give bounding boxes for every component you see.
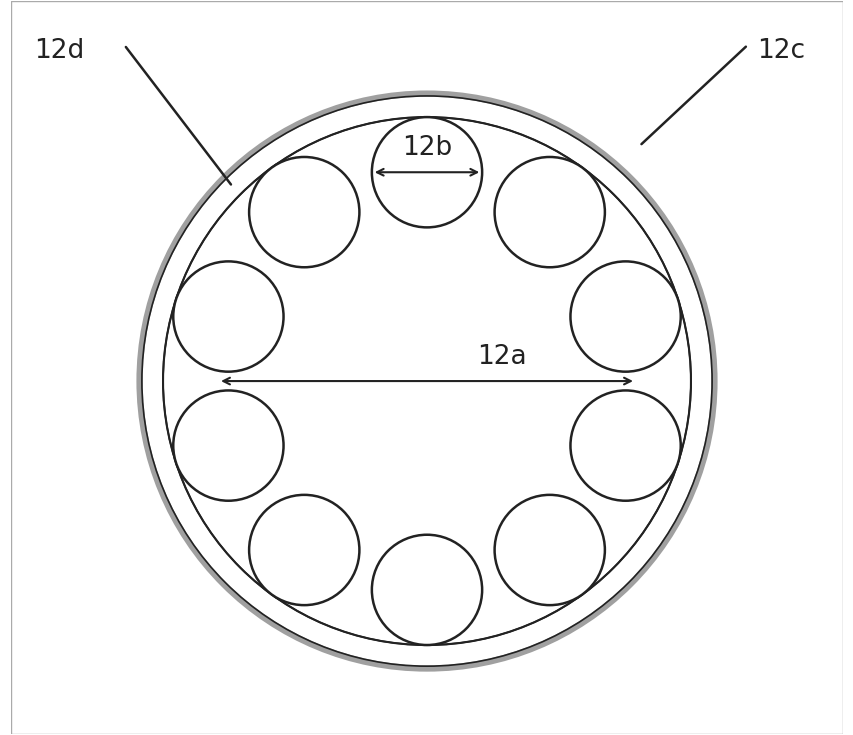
Text: 12c: 12c [756,37,804,63]
Circle shape [494,157,604,268]
Text: 12d: 12d [34,37,84,63]
Circle shape [173,262,283,372]
Circle shape [570,390,680,501]
Text: 12a: 12a [476,344,525,370]
Circle shape [371,117,482,227]
Circle shape [494,495,604,605]
Circle shape [173,390,283,501]
Circle shape [371,535,482,645]
Circle shape [570,262,680,372]
Circle shape [249,157,359,268]
Text: 12b: 12b [402,135,451,162]
Circle shape [249,495,359,605]
